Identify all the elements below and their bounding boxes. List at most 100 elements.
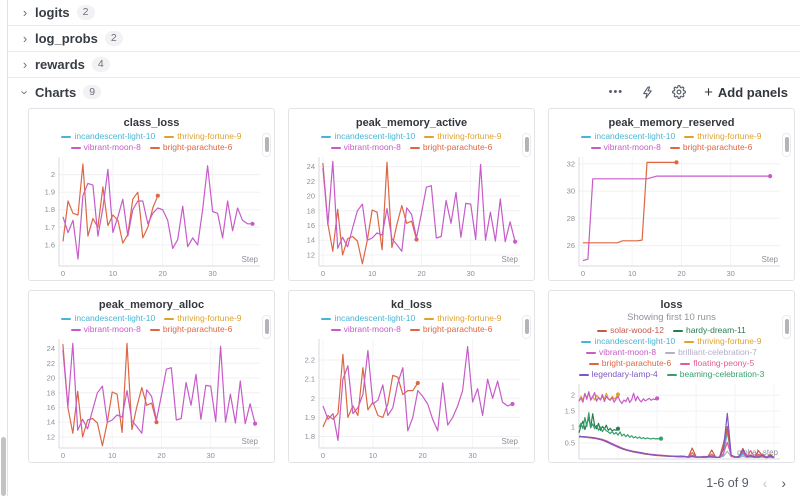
chart-plot[interactable]: 1.8 1.9 2 2.1 2.2 0 10 20 30 Step: [295, 335, 528, 461]
legend-item[interactable]: vibrant-moon-8: [330, 142, 401, 153]
section-logits[interactable]: › logits 2: [8, 0, 800, 26]
svg-text:18: 18: [47, 388, 55, 397]
panel-scrollbar-thumb[interactable]: [524, 319, 529, 334]
svg-text:10: 10: [369, 451, 377, 460]
svg-text:14: 14: [47, 418, 55, 427]
chart-legend: incandescent-light-10 thriving-fortune-9 v…: [35, 311, 268, 335]
svg-text:80: 80: [731, 462, 739, 463]
svg-text:1: 1: [571, 423, 575, 432]
svg-text:16: 16: [47, 403, 55, 412]
section-rewards[interactable]: › rewards 4: [8, 52, 800, 78]
legend-item[interactable]: bright-parachute-6: [669, 142, 752, 153]
svg-text:20: 20: [157, 451, 165, 460]
legend-item[interactable]: vibrant-moon-8: [590, 142, 661, 153]
legend-swatch: [409, 146, 420, 149]
legend-item[interactable]: bright-parachute-6: [149, 142, 232, 153]
legend-item[interactable]: bright-parachute-6: [409, 142, 492, 153]
legend-item[interactable]: vibrant-moon-8: [70, 324, 141, 335]
legend-item[interactable]: brilliant-celebration-7: [665, 347, 757, 358]
section-charts-header[interactable]: › Charts 9 ••• + Add panels: [8, 78, 800, 106]
svg-text:0: 0: [321, 451, 325, 460]
legend-item[interactable]: vibrant-moon-8: [585, 347, 656, 358]
settings-gear-icon[interactable]: [672, 85, 687, 99]
chevron-right-icon[interactable]: ›: [22, 31, 28, 46]
legend-swatch: [424, 135, 435, 138]
legend-item[interactable]: incandescent-light-10: [61, 313, 155, 324]
panel-scrollbar-track: [782, 133, 791, 157]
section-log-probs[interactable]: › log_probs 2: [8, 26, 800, 52]
legend-swatch: [684, 135, 695, 138]
more-options-icon[interactable]: •••: [608, 85, 624, 98]
legend-item[interactable]: thriving-fortune-9: [684, 336, 762, 347]
legend-item[interactable]: beaming-celebration-3: [666, 369, 764, 380]
legend-item[interactable]: incandescent-light-10: [321, 131, 415, 142]
legend-item[interactable]: vibrant-moon-8: [70, 142, 141, 153]
svg-text:0: 0: [61, 451, 65, 460]
svg-text:22: 22: [47, 359, 55, 368]
svg-text:1.9: 1.9: [305, 413, 315, 422]
chevron-down-icon[interactable]: ›: [17, 89, 33, 95]
panel-scrollbar-thumb[interactable]: [524, 137, 529, 152]
legend-item[interactable]: incandescent-light-10: [581, 336, 675, 347]
legend-item[interactable]: legendary-lamp-4: [578, 369, 658, 380]
legend-item[interactable]: thriving-fortune-9: [164, 313, 242, 324]
legend-item[interactable]: thriving-fortune-9: [424, 313, 502, 324]
panel-scrollbar-track: [522, 315, 531, 339]
add-panels-button[interactable]: + Add panels: [704, 84, 788, 101]
legend-swatch: [164, 135, 175, 138]
left-scrollbar-thumb[interactable]: [1, 437, 6, 496]
chart-title: peak_memory_alloc: [98, 299, 205, 311]
svg-text:Step: Step: [502, 255, 519, 264]
svg-text:18: 18: [307, 206, 315, 215]
left-panel-divider: [7, 0, 8, 496]
svg-text:10: 10: [108, 451, 116, 460]
legend-item[interactable]: thriving-fortune-9: [424, 131, 502, 142]
svg-text:1.8: 1.8: [305, 432, 315, 441]
chart-plot[interactable]: 12 14 16 18 20 22 24 0 10 20 30 Step: [295, 153, 528, 279]
chevron-right-icon[interactable]: ›: [22, 57, 28, 72]
chart-legend: incandescent-light-10 thriving-fortune-9 v…: [35, 129, 268, 153]
legend-swatch: [409, 328, 420, 331]
legend-item[interactable]: thriving-fortune-9: [164, 131, 242, 142]
legend-item[interactable]: incandescent-light-10: [61, 131, 155, 142]
legend-item[interactable]: incandescent-light-10: [321, 313, 415, 324]
svg-text:1.5: 1.5: [565, 407, 575, 416]
svg-text:30: 30: [467, 269, 475, 278]
chart-plot[interactable]: 0.511.5220406080100global_step: [555, 380, 788, 463]
panel-scrollbar-thumb[interactable]: [784, 319, 789, 334]
legend-item[interactable]: vibrant-moon-8: [330, 324, 401, 335]
chart-panel-peak_memory_reserved: peak_memory_reserved incandescent-light-1…: [548, 108, 795, 281]
chart-panel-kd_loss: kd_loss incandescent-light-10 thriving-for…: [288, 290, 535, 463]
pagination-prev-icon[interactable]: ‹: [762, 475, 768, 491]
legend-item[interactable]: bright-parachute-6: [149, 324, 232, 335]
svg-text:10: 10: [628, 269, 636, 278]
svg-text:0: 0: [61, 269, 65, 278]
legend-item[interactable]: floating-peony-5: [680, 358, 754, 369]
legend-item[interactable]: hardy-dream-11: [673, 325, 746, 336]
chart-plot[interactable]: 26 28 30 32 0 10 20 30 Step: [555, 153, 788, 279]
svg-text:20: 20: [159, 269, 167, 278]
chart-legend: incandescent-light-10 thriving-fortune-9 v…: [555, 129, 788, 153]
panel-scrollbar-thumb[interactable]: [264, 319, 269, 334]
legend-item[interactable]: bright-parachute-6: [588, 358, 671, 369]
legend-item[interactable]: incandescent-light-10: [581, 131, 675, 142]
svg-text:1.8: 1.8: [45, 205, 55, 214]
pagination-next-icon[interactable]: ›: [781, 475, 786, 491]
quick-add-spark-icon[interactable]: [641, 86, 654, 99]
svg-text:20: 20: [419, 451, 427, 460]
chart-plot[interactable]: 12 14 16 18 20 22 24 0 10 20 30 Step: [35, 335, 268, 461]
legend-swatch: [149, 146, 160, 149]
panel-scrollbar-thumb[interactable]: [264, 137, 269, 152]
svg-text:20: 20: [677, 269, 685, 278]
panel-scrollbar-thumb[interactable]: [784, 137, 789, 152]
chevron-right-icon[interactable]: ›: [22, 5, 28, 20]
svg-text:14: 14: [307, 236, 315, 245]
svg-text:16: 16: [307, 221, 315, 230]
svg-text:60: 60: [692, 462, 700, 463]
legend-item[interactable]: thriving-fortune-9: [684, 131, 762, 142]
legend-item[interactable]: solar-wood-12: [597, 325, 664, 336]
legend-item[interactable]: bright-parachute-6: [409, 324, 492, 335]
panel-scrollbar-track: [262, 315, 271, 339]
panel-scrollbar-track: [262, 133, 271, 157]
